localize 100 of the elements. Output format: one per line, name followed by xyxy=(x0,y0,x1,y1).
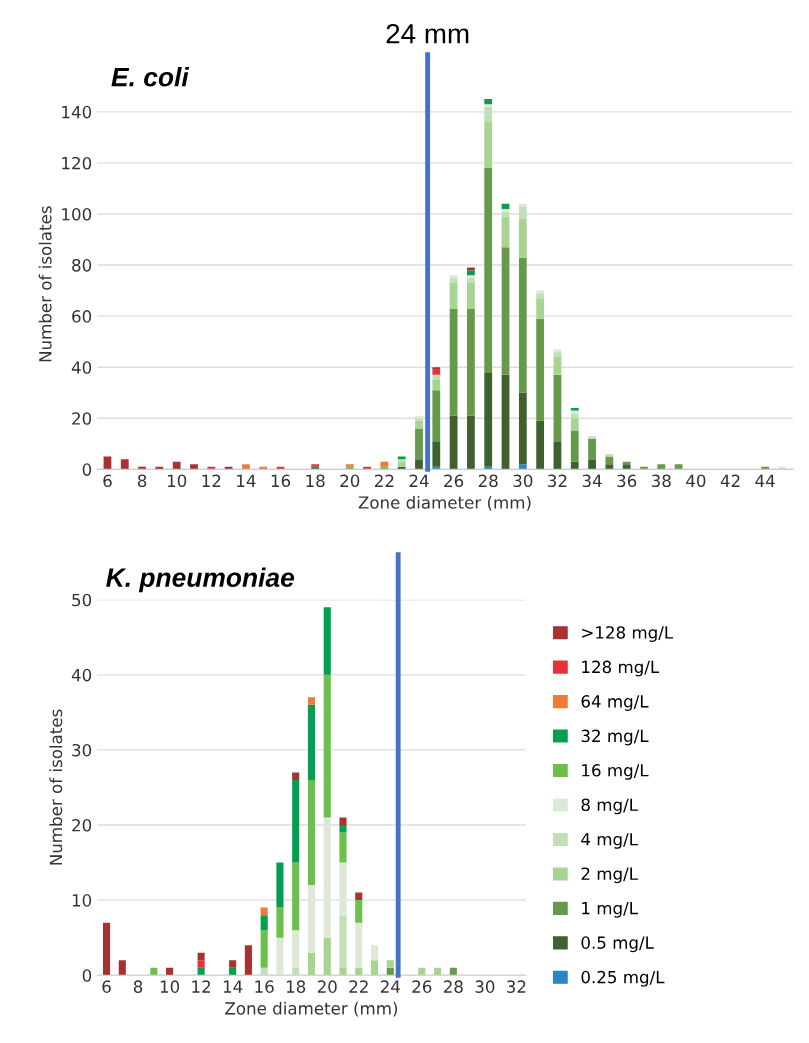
bar xyxy=(292,772,300,780)
bar xyxy=(467,270,475,276)
bar xyxy=(166,967,174,976)
bar xyxy=(432,367,441,370)
bar xyxy=(190,464,198,470)
x-axis-title: Zone diameter (mm) xyxy=(358,495,531,511)
bar xyxy=(370,945,379,961)
bar xyxy=(415,459,423,470)
bar xyxy=(339,915,347,968)
bar xyxy=(588,459,596,470)
bar xyxy=(244,945,252,976)
bar xyxy=(467,275,475,278)
bar xyxy=(536,298,545,319)
bar xyxy=(449,967,457,976)
bar xyxy=(323,674,331,818)
bar xyxy=(588,438,596,460)
x-tick-label: 20 xyxy=(340,474,360,488)
bar xyxy=(570,461,579,470)
bar xyxy=(292,930,300,968)
x-tick-label: 12 xyxy=(202,474,221,487)
bar xyxy=(605,454,614,457)
bar xyxy=(276,907,284,938)
bar xyxy=(386,967,394,976)
x-tick-label: 12 xyxy=(192,980,211,993)
x-tick-label: 10 xyxy=(160,980,180,993)
bar xyxy=(467,308,475,416)
bar xyxy=(518,464,527,470)
bar xyxy=(118,960,126,976)
bar xyxy=(307,704,316,780)
x-tick-label: 26 xyxy=(444,474,464,488)
bar xyxy=(197,967,205,976)
bar xyxy=(229,967,237,976)
legend-label: 128 mg/L xyxy=(582,660,660,677)
bar xyxy=(370,960,379,976)
bar xyxy=(339,967,347,976)
y-tick-label: 50 xyxy=(72,593,92,607)
bar xyxy=(484,168,493,373)
bar xyxy=(418,967,426,976)
bar xyxy=(432,374,441,380)
bar xyxy=(553,356,562,375)
bar xyxy=(449,275,458,278)
legend-label: 32 mg/L xyxy=(581,729,649,746)
bar xyxy=(501,247,510,375)
y-tick-label: 0 xyxy=(82,463,92,476)
x-tick-label: 14 xyxy=(223,980,243,993)
x-tick-label: 40 xyxy=(686,474,706,488)
x-tick-label: 28 xyxy=(478,474,498,488)
bar xyxy=(518,206,527,220)
x-tick-label: 26 xyxy=(412,980,432,993)
bar xyxy=(432,390,441,442)
bar xyxy=(355,922,363,968)
bar xyxy=(323,937,331,976)
bar xyxy=(229,960,237,968)
bar xyxy=(292,967,300,976)
x-tick-label: 22 xyxy=(349,980,368,993)
bar xyxy=(518,257,527,393)
bar xyxy=(197,960,205,968)
bar xyxy=(536,318,545,421)
bar xyxy=(339,817,347,826)
legend-label: >128 mg/L xyxy=(582,626,674,642)
bar xyxy=(242,464,250,470)
bar xyxy=(380,461,389,467)
x-tick-label: 32 xyxy=(507,980,526,993)
bar xyxy=(260,907,268,916)
bar xyxy=(484,372,493,467)
bar xyxy=(355,967,363,976)
bar xyxy=(197,952,205,961)
y-tick-label: 10 xyxy=(72,894,92,907)
bar xyxy=(432,379,441,391)
x-tick-label: 36 xyxy=(617,474,637,488)
y-axis-title: Number of isolates xyxy=(38,206,52,362)
x-tick-label: 8 xyxy=(133,980,143,993)
y-tick-label: 80 xyxy=(72,259,92,272)
legend-label: 64 mg/L xyxy=(581,695,649,711)
x-axis-title: Zone diameter (mm) xyxy=(225,1001,398,1017)
legend-label: 1 mg/L xyxy=(582,902,638,918)
y-tick-label: 20 xyxy=(72,412,92,425)
chart-title: K. pneumoniae xyxy=(106,567,295,593)
bar xyxy=(307,697,316,705)
bar xyxy=(260,967,268,976)
y-tick-label: 60 xyxy=(72,310,92,323)
x-tick-label: 18 xyxy=(286,980,306,993)
bar xyxy=(415,428,423,460)
bar xyxy=(484,106,493,123)
legend-label: 8 mg/L xyxy=(581,798,638,815)
y-tick-label: 40 xyxy=(71,361,92,374)
bar xyxy=(467,415,475,470)
legend-label: 4 mg/L xyxy=(581,833,638,849)
legend-label: 0.25 mg/L xyxy=(581,970,665,987)
chart-title: E. coli xyxy=(111,67,190,87)
x-tick-label: 30 xyxy=(513,474,533,488)
bar xyxy=(570,431,579,462)
bar xyxy=(307,952,316,976)
bar xyxy=(536,420,545,470)
bar xyxy=(449,308,458,416)
bar xyxy=(484,104,493,107)
bar xyxy=(339,832,347,863)
legend-label: 0.5 mg/L xyxy=(581,936,654,953)
x-tick-label: 38 xyxy=(651,474,671,488)
x-tick-label: 8 xyxy=(137,474,147,488)
